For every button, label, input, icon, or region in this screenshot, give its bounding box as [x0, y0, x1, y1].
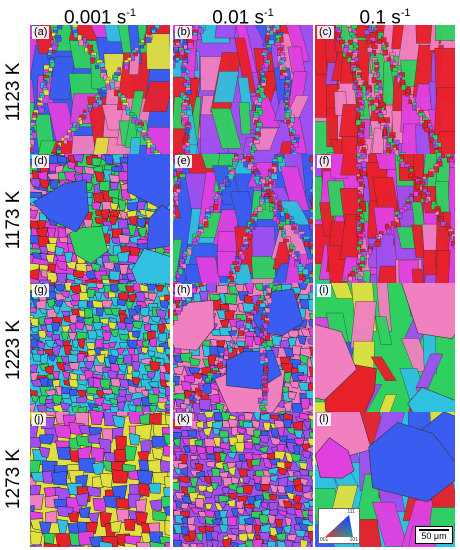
column-header-1: 0.01 s-1	[173, 0, 313, 29]
ebsd-map-panel-c: (c)	[315, 25, 455, 160]
row-temperature: 1173 K	[3, 190, 24, 250]
panel-letter: (b)	[175, 26, 193, 39]
column-header-rate: 0.1 s	[359, 7, 401, 29]
panel-letter: (a)	[32, 26, 50, 39]
scale-bar: 50 μm	[415, 526, 453, 544]
row-temperature: 1123 K	[3, 62, 24, 122]
ebsd-map-panel-f: (f)	[315, 154, 455, 289]
row-temperature: 1223 K	[3, 319, 24, 381]
ebsd-map-panel-h: (h)	[173, 283, 313, 418]
panel-letter: (g)	[32, 284, 50, 297]
panel-letter: (c)	[317, 26, 334, 39]
ebsd-map-panel-a: (a)	[30, 25, 170, 160]
panel-letter: (d)	[32, 155, 50, 168]
ipf-color-key: 001 101 111	[318, 508, 360, 544]
column-header-exponent: -1	[400, 7, 411, 19]
ipf-corner-label: 001	[320, 537, 329, 543]
row-label-3: 1273 K	[0, 411, 28, 547]
ebsd-map-panel-b: (b)	[173, 25, 313, 160]
panel-letter: (l)	[317, 413, 331, 426]
panel-letter: (k)	[175, 413, 192, 426]
column-header-rate: 0.01 s	[212, 7, 264, 29]
ipf-corner-label: 101	[349, 537, 358, 543]
column-header-rate: 0.001 s	[63, 7, 127, 29]
row-temperature: 1273 K	[3, 448, 24, 510]
column-header-0: 0.001 s-1	[30, 0, 170, 29]
row-label-1: 1173 K	[0, 152, 28, 288]
panel-letter: (h)	[175, 284, 193, 297]
ebsd-map-panel-d: (d)	[30, 154, 170, 289]
panel-letter: (f)	[317, 155, 332, 168]
ebsd-map-panel-g: (g)	[30, 283, 170, 418]
row-label-0: 1123 K	[0, 24, 28, 160]
ipf-corner-label: 111	[347, 509, 355, 515]
scale-bar-label: 50 μm	[421, 531, 447, 541]
ebsd-map-panel-e: (e)	[173, 154, 313, 289]
row-label-2: 1223 K	[0, 282, 28, 418]
panel-letter: (e)	[175, 155, 193, 168]
ebsd-map-panel-k: (k)	[173, 412, 313, 547]
ebsd-map-panel-i: (i)	[315, 283, 455, 418]
panel-letter: (i)	[317, 284, 331, 297]
column-header-2: 0.1 s-1	[315, 0, 455, 29]
ebsd-map-panel-j: (j)	[30, 412, 170, 547]
column-header-exponent: -1	[126, 7, 137, 19]
panel-letter: (j)	[32, 413, 46, 426]
column-header-exponent: -1	[263, 7, 274, 19]
scale-bar-line	[419, 529, 449, 531]
ebsd-map-panel-l: (l) 001 101 111 50 μm	[315, 412, 455, 547]
